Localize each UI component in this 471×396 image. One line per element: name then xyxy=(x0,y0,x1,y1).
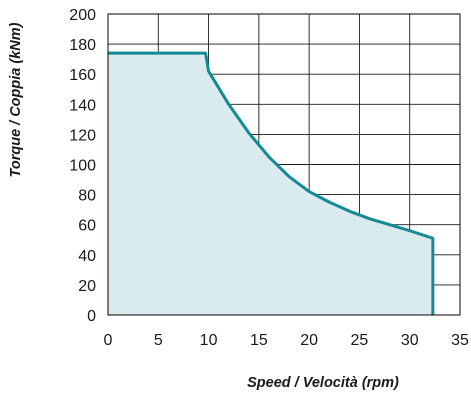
torque-curve-line xyxy=(108,51,435,315)
x-tick-label: 5 xyxy=(154,332,163,349)
y-axis-ticks: 0 20 40 60 80 100 120 140 160 180 200 xyxy=(69,7,96,325)
x-tick-label: 10 xyxy=(200,332,218,349)
torque-area-fill xyxy=(108,53,433,315)
x-tick-label: 15 xyxy=(250,332,268,349)
x-tick-label: 0 xyxy=(104,332,113,349)
x-axis-title: Speed / Velocità (rpm) xyxy=(247,375,399,391)
x-axis-ticks: 0 5 10 15 20 25 30 35 xyxy=(104,332,469,349)
y-tick-label: 0 xyxy=(87,308,96,325)
x-tick-label: 30 xyxy=(401,332,419,349)
plot-frame xyxy=(107,13,461,316)
x-tick-label: 25 xyxy=(351,332,369,349)
y-tick-label: 120 xyxy=(69,127,96,144)
y-tick-label: 180 xyxy=(69,37,96,54)
y-tick-label: 200 xyxy=(69,7,96,24)
y-tick-label: 160 xyxy=(69,67,96,84)
x-tick-label: 20 xyxy=(300,332,318,349)
y-tick-label: 80 xyxy=(78,188,96,205)
y-tick-label: 60 xyxy=(78,218,96,235)
y-tick-label: 40 xyxy=(78,248,96,265)
y-tick-label: 140 xyxy=(69,97,96,114)
y-tick-label: 100 xyxy=(69,158,96,175)
y-tick-label: 20 xyxy=(78,278,96,295)
x-tick-label: 35 xyxy=(451,332,469,349)
y-axis-title: Torque / Coppia (kNm) xyxy=(8,22,24,177)
